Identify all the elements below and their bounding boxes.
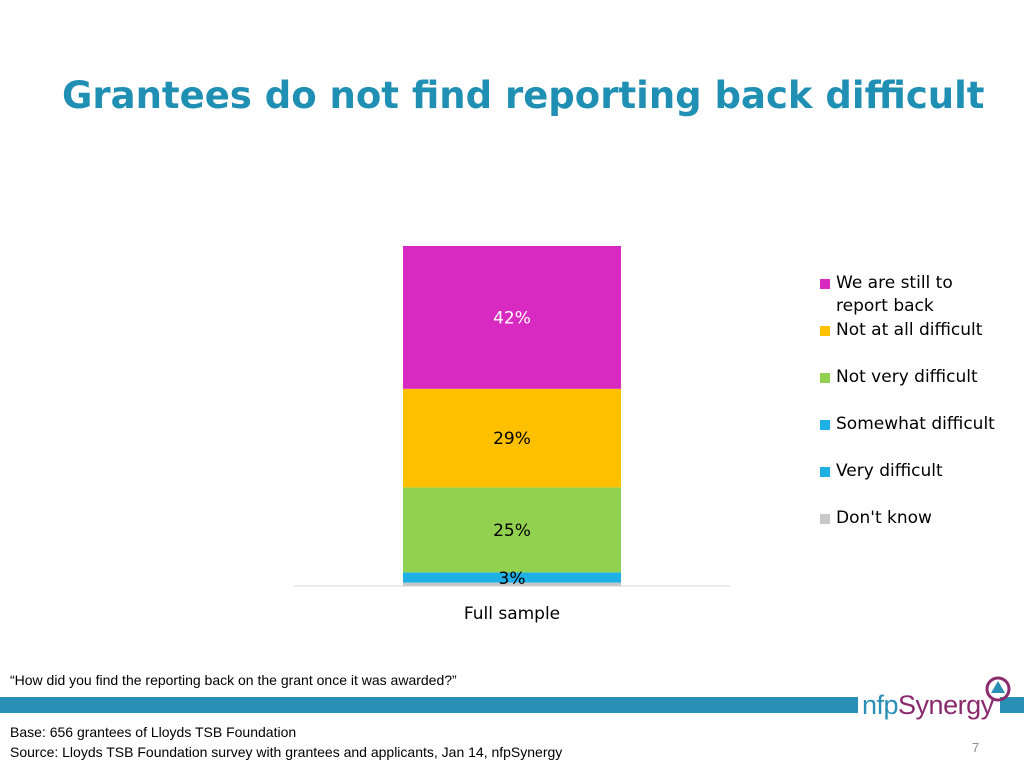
survey-question: “How did you find the reporting back on … [10, 672, 457, 688]
data-labels: 3% 25% 29% 42% [493, 308, 531, 589]
legend-label: Very difficult [836, 461, 943, 481]
legend-label: Don't know [836, 508, 932, 528]
legend-label: We are still to report back [836, 273, 953, 316]
category-label: Full sample [464, 604, 560, 624]
bar-segment-somewhat-difficult [403, 572, 621, 583]
page-number: 7 [972, 740, 980, 755]
legend-swatch [820, 467, 830, 477]
legend-item: Not very difficult [820, 366, 996, 389]
bar-segment-not-very-difficult [403, 487, 621, 573]
nfpsynergy-logo: nfpSynergy [862, 676, 1012, 726]
stacked-bar-chart: 3% 25% 29% 42% Full sample [294, 246, 730, 624]
footer-bar-left [0, 697, 858, 713]
legend-item: Not at all difficult [820, 319, 996, 342]
footer-bar-right [1000, 697, 1024, 713]
data-label: 3% [499, 569, 526, 589]
legend-swatch [820, 514, 830, 524]
legend-item: Don't know [820, 507, 996, 530]
legend-item: Very difficult [820, 460, 996, 483]
legend-swatch [820, 279, 830, 289]
bar-stack [403, 246, 621, 586]
page-title: Grantees do not find reporting back diff… [62, 74, 985, 117]
data-label: 42% [493, 308, 531, 328]
source-note: Source: Lloyds TSB Foundation survey wit… [10, 744, 563, 760]
logo-text-nfp: nfp [862, 690, 899, 720]
legend-item: We are still to report back [820, 272, 996, 318]
legend-label: Not at all difficult [836, 320, 983, 340]
logo-text: nfpSynergy [862, 690, 994, 721]
data-label: 29% [493, 429, 531, 449]
logo-text-synergy: Synergy [898, 690, 994, 720]
legend-label: Not very difficult [836, 367, 978, 387]
bar-segment-don-t-know [403, 582, 621, 586]
base-note: Base: 656 grantees of Lloyds TSB Foundat… [10, 724, 297, 740]
legend-swatch [820, 420, 830, 430]
legend-label: Somewhat difficult [836, 414, 995, 434]
logo-mark-icon [985, 676, 1011, 702]
legend-swatch [820, 326, 830, 336]
bar-segment-we-are-still-to-report-back [403, 246, 621, 389]
data-label: 25% [493, 521, 531, 541]
base-and-source: Base: 656 grantees of Lloyds TSB Foundat… [10, 722, 562, 762]
bar-segment-not-at-all-difficult [403, 388, 621, 488]
legend-swatch [820, 373, 830, 383]
legend-item: Somewhat difficult [820, 413, 996, 436]
